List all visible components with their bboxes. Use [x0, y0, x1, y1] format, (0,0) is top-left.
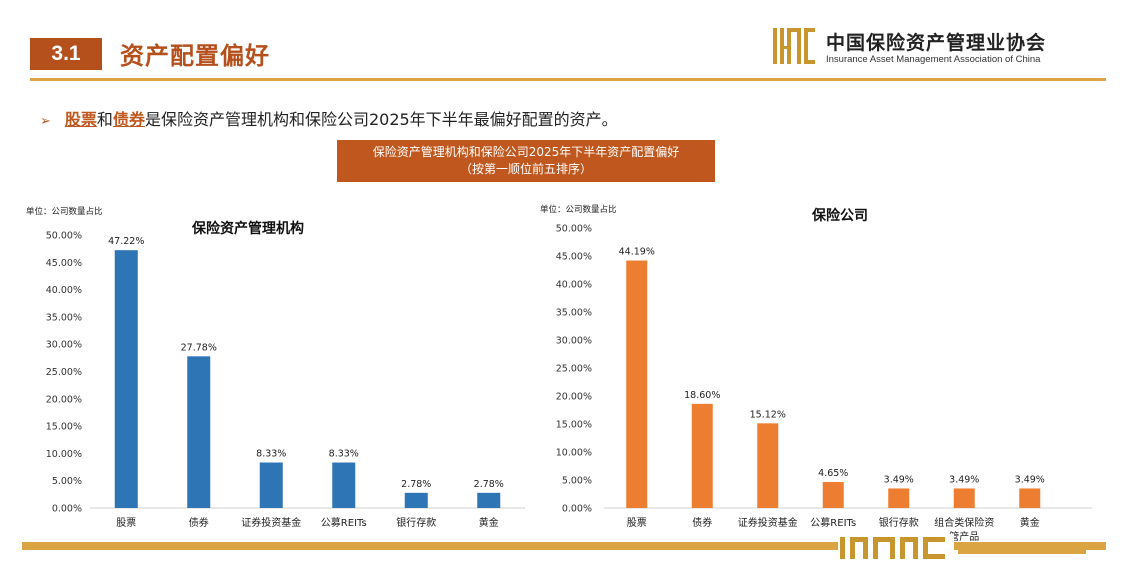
- data-label: 4.65%: [818, 468, 848, 479]
- x-tick-label: 组合类保险资: [934, 516, 994, 529]
- data-label: 15.12%: [750, 409, 786, 420]
- highlight-bonds: 债券: [112, 110, 145, 129]
- data-label: 27.78%: [181, 342, 217, 353]
- banner-line-1: 保险资产管理机构和保险公司2025年下半年资产配置偏好: [372, 145, 680, 159]
- y-tick-label: 5.00%: [52, 476, 82, 487]
- x-tick-label: 债券: [189, 516, 209, 529]
- org-name-cn: 中国保险资产管理业协会: [826, 32, 1047, 54]
- y-tick-label: 35.00%: [556, 308, 592, 319]
- banner-line-2: （按第一顺位前五排序）: [459, 162, 592, 176]
- y-tick-label: 5.00%: [562, 476, 592, 487]
- data-label: 18.60%: [684, 390, 720, 401]
- y-tick-label: 50.00%: [46, 231, 82, 242]
- bar-黄金: [1019, 488, 1041, 508]
- x-tick-label: 债券: [692, 516, 712, 529]
- x-tick-label: 银行存款: [396, 516, 436, 529]
- chart-banner: 保险资产管理机构和保险公司2025年下半年资产配置偏好 （按第一顺位前五排序）: [337, 140, 715, 182]
- y-tick-label: 0.00%: [562, 504, 592, 515]
- data-label: 3.49%: [884, 474, 914, 485]
- y-tick-label: 45.00%: [556, 252, 592, 263]
- y-tick-label: 25.00%: [556, 364, 592, 375]
- bar-股票: [114, 250, 138, 508]
- bullet-connector: 和: [96, 110, 113, 129]
- x-tick-label: 公募REITs: [321, 516, 367, 529]
- bar-股票: [626, 260, 648, 508]
- data-label: 2.78%: [401, 479, 431, 490]
- y-tick-label: 40.00%: [46, 285, 82, 296]
- data-label: 8.33%: [256, 449, 286, 460]
- data-label: 8.33%: [329, 449, 359, 460]
- y-tick-label: 40.00%: [556, 280, 592, 291]
- chart-1-title: 保险公司: [811, 207, 868, 224]
- y-tick-label: 20.00%: [46, 394, 82, 405]
- chart-0-unit-label: 单位：公司数量占比: [26, 206, 103, 217]
- bullet-arrow-icon: ➢: [40, 114, 51, 129]
- footer-band-accent: [958, 550, 1086, 554]
- iamac-logo-icon: [773, 28, 815, 64]
- y-tick-label: 10.00%: [46, 449, 82, 460]
- bar-银行存款: [888, 488, 910, 508]
- data-label: 2.78%: [474, 479, 504, 490]
- x-tick-label: 股票: [116, 517, 136, 529]
- org-name-en: Insurance Asset Management Association o…: [826, 54, 1041, 65]
- bar-银行存款: [404, 492, 428, 508]
- bar-债券: [187, 356, 211, 508]
- bar-组合类保险资管产品: [953, 488, 975, 508]
- x-tick-label: 黄金: [479, 516, 499, 529]
- key-finding-bullet: ➢ 股票和债券是保险资产管理机构和保险公司2025年下半年最偏好配置的资产。: [40, 106, 618, 130]
- footer-band: [22, 542, 1106, 550]
- bullet-text: 是保险资产管理机构和保险公司2025年下半年最偏好配置的资产。: [144, 110, 618, 129]
- bar-黄金: [477, 492, 501, 508]
- y-tick-label: 25.00%: [46, 367, 82, 378]
- y-tick-label: 15.00%: [556, 420, 592, 431]
- footer-iamac-logo-icon: [838, 534, 954, 562]
- y-tick-label: 15.00%: [46, 422, 82, 433]
- data-label: 3.49%: [1015, 474, 1045, 485]
- bar-公募REITs: [822, 481, 844, 508]
- highlight-stocks: 股票: [64, 110, 97, 129]
- x-tick-label: 银行存款: [879, 516, 919, 529]
- y-tick-label: 30.00%: [46, 340, 82, 351]
- x-tick-label: 股票: [627, 517, 647, 529]
- bar-证券投资基金: [757, 423, 779, 508]
- x-tick-label: 公募REITs: [810, 516, 856, 529]
- data-label: 47.22%: [108, 236, 144, 247]
- bar-证券投资基金: [259, 462, 283, 508]
- y-tick-label: 0.00%: [52, 504, 82, 515]
- section-number-badge: 3.1: [30, 38, 102, 70]
- bar-公募REITs: [332, 462, 356, 508]
- y-tick-label: 30.00%: [556, 336, 592, 347]
- x-tick-label: 证券投资基金: [738, 516, 798, 529]
- y-tick-label: 45.00%: [46, 258, 82, 269]
- chart-1-unit-label: 单位：公司数量占比: [540, 204, 617, 215]
- data-label: 3.49%: [949, 474, 979, 485]
- y-tick-label: 50.00%: [556, 224, 592, 235]
- y-tick-label: 35.00%: [46, 312, 82, 323]
- section-title: 资产配置偏好: [120, 42, 270, 70]
- y-tick-label: 20.00%: [556, 392, 592, 403]
- data-label: 44.19%: [619, 247, 655, 258]
- x-tick-label: 黄金: [1020, 516, 1040, 529]
- chart-0-title: 保险资产管理机构: [191, 220, 304, 237]
- x-tick-label: 证券投资基金: [241, 516, 301, 529]
- y-tick-label: 10.00%: [556, 448, 592, 459]
- header-divider: [30, 78, 1106, 81]
- bar-债券: [691, 403, 713, 508]
